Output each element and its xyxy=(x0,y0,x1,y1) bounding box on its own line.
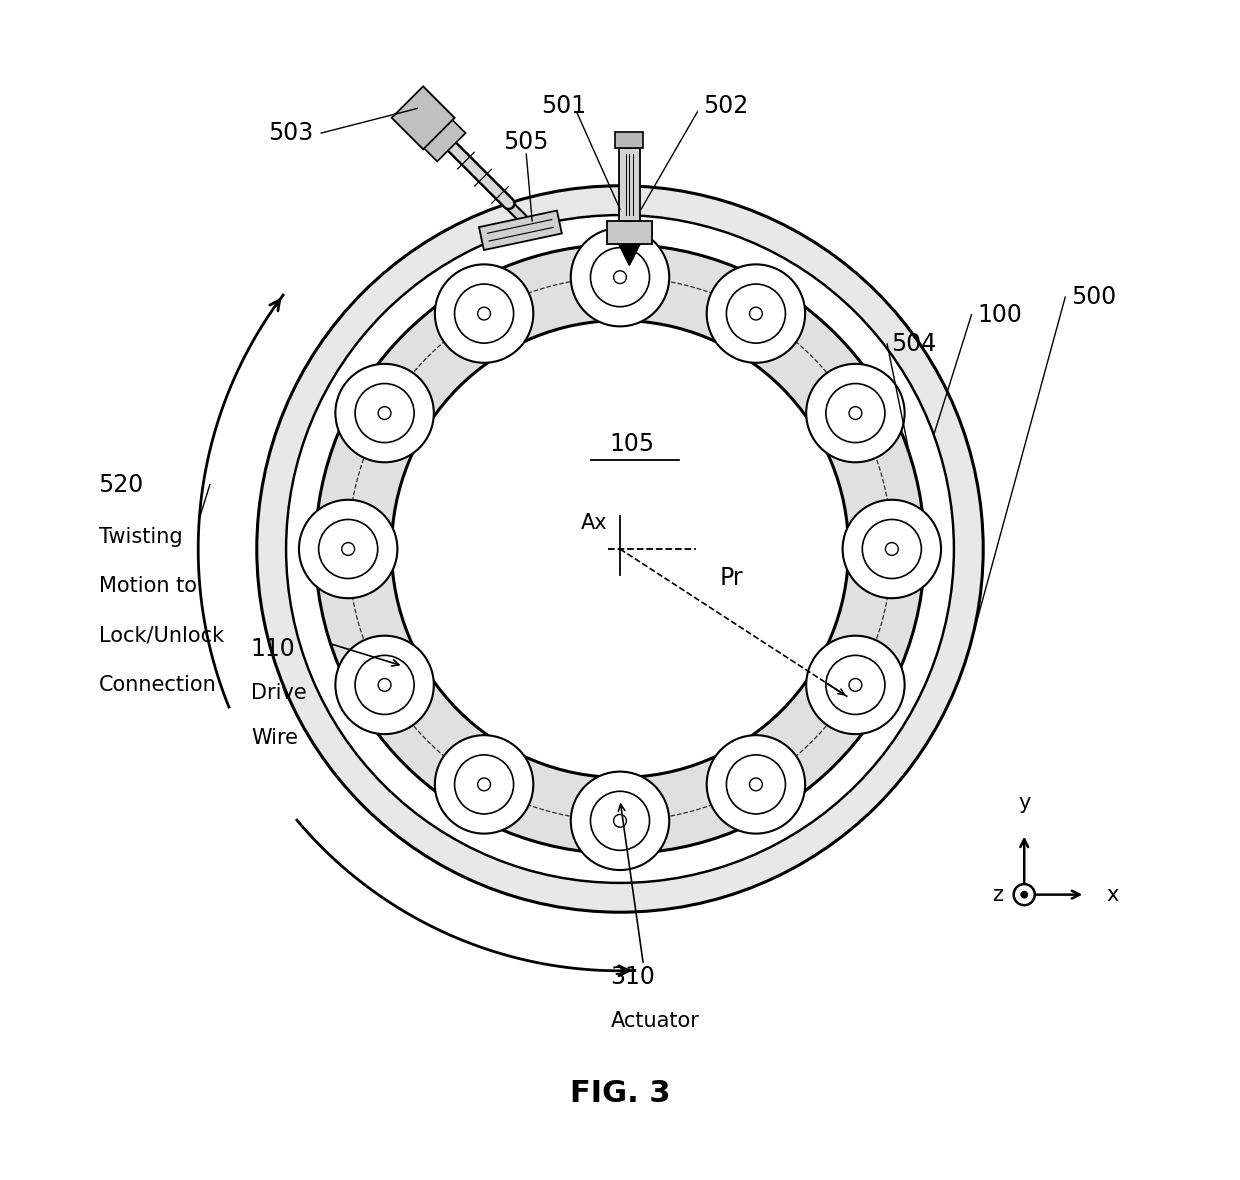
Circle shape xyxy=(843,500,941,598)
Polygon shape xyxy=(392,86,455,150)
Circle shape xyxy=(862,519,921,578)
Circle shape xyxy=(335,636,434,734)
Text: x: x xyxy=(1106,885,1118,905)
Polygon shape xyxy=(409,105,465,162)
Circle shape xyxy=(826,655,885,714)
Circle shape xyxy=(849,407,862,419)
Text: y: y xyxy=(1018,793,1030,813)
Circle shape xyxy=(614,270,626,283)
Text: Ax: Ax xyxy=(580,513,608,533)
Circle shape xyxy=(707,735,805,833)
Circle shape xyxy=(707,264,805,362)
Circle shape xyxy=(435,735,533,833)
Text: Actuator: Actuator xyxy=(610,1011,699,1031)
Circle shape xyxy=(335,363,434,463)
Circle shape xyxy=(727,755,785,814)
Circle shape xyxy=(885,543,898,556)
Circle shape xyxy=(477,778,491,791)
Circle shape xyxy=(435,264,533,362)
Text: 110: 110 xyxy=(250,636,295,661)
Circle shape xyxy=(315,244,925,853)
Circle shape xyxy=(826,384,885,442)
Circle shape xyxy=(355,655,414,714)
Text: 502: 502 xyxy=(703,94,749,118)
Polygon shape xyxy=(479,210,562,250)
Circle shape xyxy=(286,215,954,883)
Bar xyxy=(608,221,652,244)
Circle shape xyxy=(727,284,785,343)
Text: 504: 504 xyxy=(890,332,936,356)
Text: FIG. 3: FIG. 3 xyxy=(569,1080,671,1108)
Text: Lock/Unlock: Lock/Unlock xyxy=(99,625,223,645)
Text: Drive: Drive xyxy=(250,683,306,703)
Text: 500: 500 xyxy=(1071,286,1116,309)
Circle shape xyxy=(342,543,355,556)
Circle shape xyxy=(319,519,378,578)
Text: Wire: Wire xyxy=(250,728,298,748)
Text: Connection: Connection xyxy=(99,675,216,695)
Circle shape xyxy=(477,307,491,320)
Text: z: z xyxy=(992,885,1003,905)
Text: 501: 501 xyxy=(542,94,587,118)
Circle shape xyxy=(257,185,983,912)
Polygon shape xyxy=(619,244,640,266)
Circle shape xyxy=(1013,884,1034,905)
Circle shape xyxy=(570,228,670,327)
Text: 503: 503 xyxy=(269,122,314,145)
Circle shape xyxy=(570,772,670,870)
Text: Twisting: Twisting xyxy=(99,527,182,548)
Bar xyxy=(619,149,640,221)
Circle shape xyxy=(1021,891,1028,898)
Circle shape xyxy=(806,363,905,463)
Text: Pr: Pr xyxy=(719,566,743,590)
Circle shape xyxy=(355,384,414,442)
Circle shape xyxy=(455,284,513,343)
Circle shape xyxy=(849,678,862,691)
Circle shape xyxy=(590,792,650,851)
Text: 505: 505 xyxy=(503,131,548,155)
Bar xyxy=(615,132,644,149)
Text: 520: 520 xyxy=(99,472,144,497)
Text: 105: 105 xyxy=(609,432,655,455)
Circle shape xyxy=(749,778,763,791)
Text: Motion to: Motion to xyxy=(99,577,197,596)
Circle shape xyxy=(614,814,626,827)
Circle shape xyxy=(299,500,397,598)
Circle shape xyxy=(378,678,391,691)
Text: 310: 310 xyxy=(610,965,656,989)
Circle shape xyxy=(749,307,763,320)
Circle shape xyxy=(455,755,513,814)
Circle shape xyxy=(378,407,391,419)
Circle shape xyxy=(806,636,905,734)
Circle shape xyxy=(590,248,650,307)
Text: 100: 100 xyxy=(977,302,1022,327)
Circle shape xyxy=(392,321,848,778)
